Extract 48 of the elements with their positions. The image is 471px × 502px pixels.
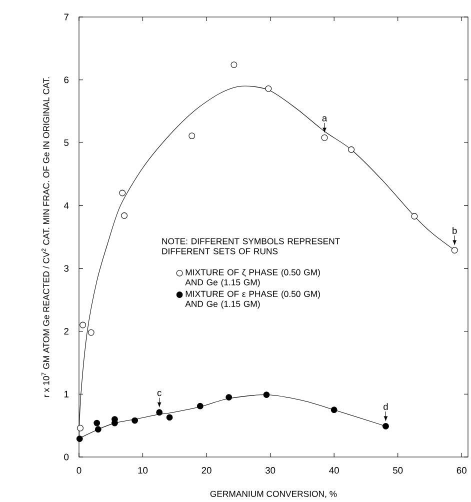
x-axis-title: GERMANIUM CONVERSION, % [210,490,337,498]
y-tick-label: 3 [64,265,69,272]
x-tick-label: 40 [329,467,339,474]
point [451,246,458,254]
point [132,417,138,424]
x-tick-label: 20 [202,467,212,474]
annotation: c [157,390,162,396]
legend-label: MIXTURE OF ε PHASE (0.50 GM) AND Ge (1.15 GM) [185,290,320,309]
point [230,62,238,68]
point [80,322,86,328]
point [88,329,94,336]
annotation: d [384,403,388,410]
x-tick-label: 30 [265,467,276,474]
point [263,392,270,398]
point [321,134,328,141]
point [322,128,327,134]
point [382,422,389,430]
y-tick-label: 7 [64,14,68,20]
x-tick-label: 10 [138,467,148,474]
x-tick-label: 50 [393,467,403,474]
point [94,420,100,426]
y-tick-label: 2 [64,328,68,335]
point [196,402,204,410]
y-tick-label: 5 [64,139,69,146]
y-tick-label: 1 [64,390,68,398]
point [119,190,126,196]
point [121,212,128,219]
x-tick-label: 0 [76,467,82,474]
point [411,213,418,220]
annotation: a [322,116,328,122]
y-tick-label: 6 [64,76,69,84]
point [265,85,272,92]
legend-label: MIXTURE OF ζ PHASE (0.50 GM) AND Ge (1.15 GM) [185,269,320,288]
point [166,414,173,421]
x-tick-label: 60 [456,467,466,474]
point [77,424,84,432]
point [226,394,232,400]
annotation: b [452,227,457,234]
point [76,436,83,442]
point [156,409,163,416]
y-tick-label: 4 [64,202,69,209]
point [348,146,355,153]
y-tick-label: 0 [64,454,69,460]
point [94,426,102,433]
point [330,406,338,414]
y-axis-title: r x 10$^{7}$ GM ATOM Ge REACTED / CV$^{2}$ CAT. MIN FRAC. OF Ge IN ORIGINAL CAT. [42,77,50,397]
point [188,132,196,140]
annotation: NOTE: DIFFERENT SYMBOLS REPRESENT DIFFERENT SETS OF RUNS [162,238,340,254]
